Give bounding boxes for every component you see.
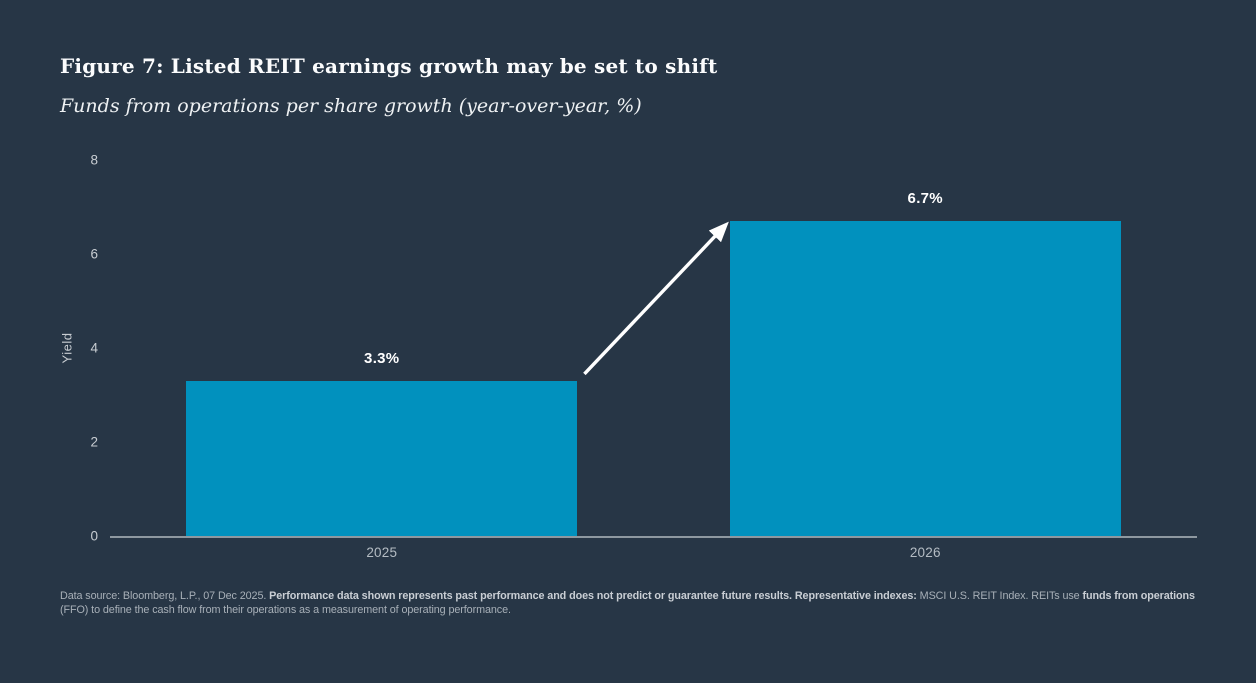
footnote-segment: (FFO) to define the cash flow from their… bbox=[60, 603, 511, 616]
bar-2026 bbox=[729, 221, 1121, 536]
footnote-segment: Data source: Bloomberg, L.P., 07 Dec 202… bbox=[60, 590, 270, 602]
value-label-2025: 3.3% bbox=[364, 349, 400, 367]
y-tick-6: 6 bbox=[90, 246, 98, 262]
footnote: Data source: Bloomberg, L.P., 07 Dec 202… bbox=[60, 590, 1198, 618]
bar-2025 bbox=[186, 380, 578, 536]
plot-area: 3.3% 6.7% bbox=[110, 160, 1197, 538]
figure-title: Figure 7: Listed REIT earnings growth ma… bbox=[60, 54, 718, 78]
y-tick-8: 8 bbox=[90, 152, 98, 168]
y-tick-0: 0 bbox=[90, 528, 98, 544]
x-tick-2025: 2025 bbox=[366, 545, 398, 560]
footnote-segment: Performance data shown represents past p… bbox=[269, 590, 920, 602]
growth-arrow bbox=[583, 221, 729, 376]
value-label-2026: 6.7% bbox=[907, 190, 943, 208]
figure-subtitle: Funds from operations per share growth (… bbox=[60, 95, 642, 117]
y-tick-4: 4 bbox=[90, 340, 98, 356]
x-tick-2026: 2026 bbox=[909, 545, 941, 560]
footnote-segment: MSCI U.S. REIT Index. REITs use bbox=[919, 590, 1083, 602]
footnote-segment: funds from operations bbox=[1082, 590, 1195, 602]
y-tick-2: 2 bbox=[90, 434, 98, 450]
x-axis: 2025 2026 bbox=[110, 545, 1197, 563]
y-axis: 0 2 4 6 8 bbox=[0, 153, 98, 544]
